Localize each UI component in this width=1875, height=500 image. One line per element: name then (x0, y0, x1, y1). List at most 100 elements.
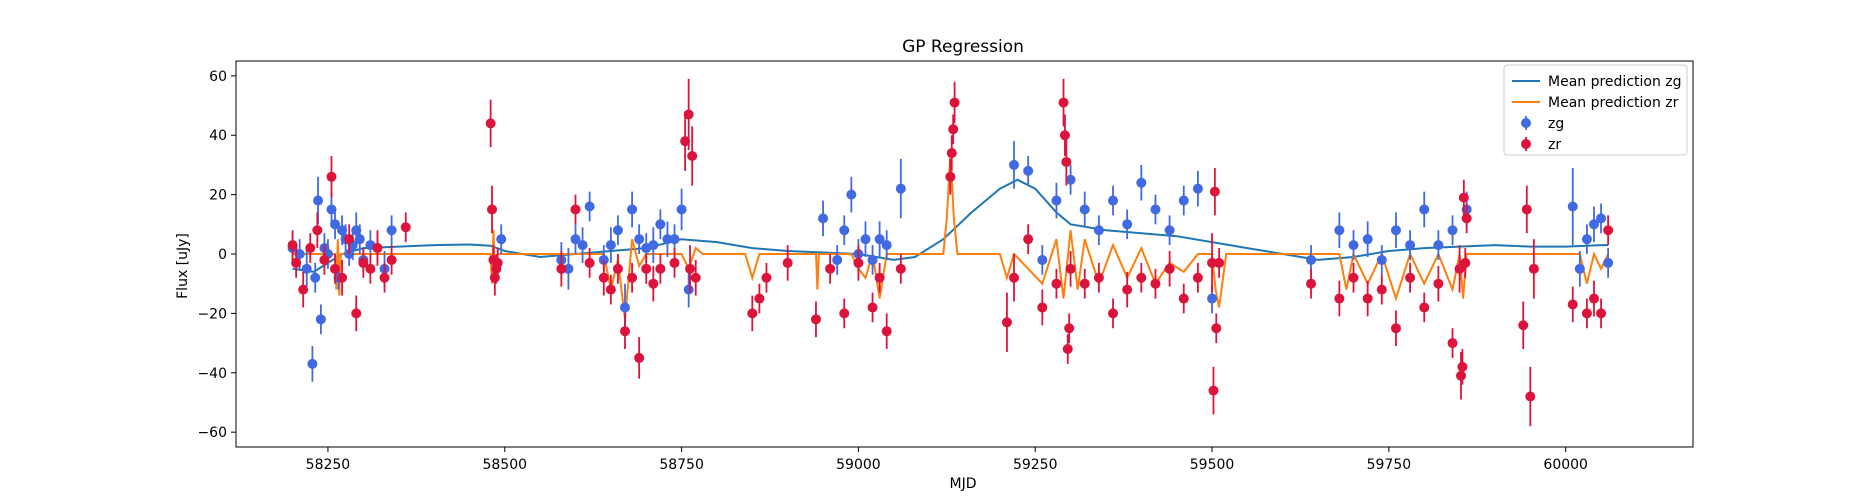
legend-entry-mean-prediction-zg: Mean prediction zg (1512, 74, 1682, 90)
point-zg (676, 204, 687, 215)
point-zr (1150, 278, 1161, 289)
point-zr (1518, 320, 1529, 331)
point-zr (386, 254, 397, 265)
point-zr (584, 257, 595, 268)
legend: Mean prediction zg Mean prediction zr zg zr (1503, 64, 1688, 156)
point-zr (1521, 204, 1532, 215)
point-zg (1009, 159, 1020, 170)
point-zr (1064, 323, 1075, 334)
point-zr (810, 314, 821, 325)
point-zr (1192, 272, 1203, 283)
point-zr (298, 284, 309, 295)
legend-label: Mean prediction zg (1548, 74, 1682, 90)
y-tick-label: 20 (209, 188, 227, 204)
point-zr (1390, 323, 1401, 334)
point-zr (351, 308, 362, 319)
point-zr (680, 136, 691, 147)
point-zr (949, 97, 960, 108)
point-zg (1093, 225, 1104, 236)
point-zr (1079, 278, 1090, 289)
point-zg (655, 219, 666, 230)
point-zr (648, 278, 659, 289)
point-zg (354, 234, 365, 245)
chart-title: GP Regression (902, 37, 1024, 57)
point-zr (287, 240, 298, 251)
point-zr (330, 263, 341, 274)
point-zr (1062, 344, 1073, 355)
point-zg (584, 201, 595, 212)
point-zr (485, 118, 496, 129)
point-zr (1108, 308, 1119, 319)
point-zr (1065, 263, 1076, 274)
x-tick-label: 58250 (306, 457, 351, 473)
point-zr (634, 352, 645, 363)
point-zg (818, 213, 829, 224)
point-zg (1079, 204, 1090, 215)
point-zr (1214, 257, 1225, 268)
point-zr (1603, 225, 1614, 236)
point-zg (294, 249, 305, 259)
point-zr (1334, 293, 1345, 304)
point-zg (570, 234, 581, 245)
point-zg (315, 314, 326, 325)
point-zr (685, 263, 696, 274)
x-tick-label: 59500 (1190, 457, 1235, 473)
y-tick-label: −40 (197, 366, 227, 382)
point-zr (881, 326, 892, 337)
point-zr (1458, 192, 1469, 203)
point-zg (1178, 195, 1189, 206)
point-zg (577, 240, 588, 251)
point-zg (881, 240, 892, 251)
point-zr (1581, 308, 1592, 319)
point-zr (1023, 234, 1034, 245)
point-zr (946, 148, 957, 159)
point-zg (612, 225, 623, 236)
point-zr (1058, 97, 1069, 108)
point-zr (492, 257, 503, 268)
point-zr (1093, 272, 1104, 283)
point-zr (365, 263, 376, 274)
point-zg (1447, 225, 1458, 236)
point-zr (1009, 272, 1020, 283)
point-zr (782, 257, 793, 268)
point-zg (1348, 240, 1359, 251)
point-zr (372, 243, 383, 254)
point-zg (662, 234, 673, 245)
plot-area: 58250 58500 58750 59000 59250 59500 59750 60000… (197, 60, 1694, 473)
x-tick-label: 58500 (482, 457, 527, 473)
point-zr (358, 257, 369, 268)
point-zg (634, 234, 645, 245)
legend-entry-zg: zg (1521, 116, 1564, 132)
point-zr (761, 272, 772, 283)
point-zr (683, 109, 694, 120)
x-tick-label: 59750 (1367, 457, 1412, 473)
point-zr (825, 263, 836, 274)
point-zg (1334, 225, 1345, 236)
point-zr (1433, 278, 1444, 289)
point-zr (1207, 257, 1218, 268)
legend-box (1503, 64, 1688, 156)
point-zg (1051, 195, 1062, 206)
point-zg (1136, 177, 1147, 188)
point-zg (832, 254, 843, 265)
point-zg (386, 225, 397, 236)
point-zr (291, 257, 302, 268)
point-zg (648, 240, 659, 251)
point-zg (310, 272, 321, 283)
point-zg (307, 358, 318, 369)
point-zg (1588, 219, 1599, 230)
point-zr (620, 326, 631, 337)
point-zr (1061, 156, 1072, 167)
point-zr (1528, 263, 1539, 274)
point-zg (1065, 174, 1076, 185)
point-zr (319, 254, 330, 265)
x-tick-label: 60000 (1543, 457, 1588, 473)
legend-label: Mean prediction zr (1548, 95, 1679, 111)
point-zg (846, 189, 857, 200)
point-zr (747, 308, 758, 319)
point-zg (860, 234, 871, 245)
point-zg (683, 284, 694, 295)
point-zr (312, 225, 323, 236)
point-zg (1433, 240, 1444, 251)
point-zg (1306, 254, 1317, 265)
